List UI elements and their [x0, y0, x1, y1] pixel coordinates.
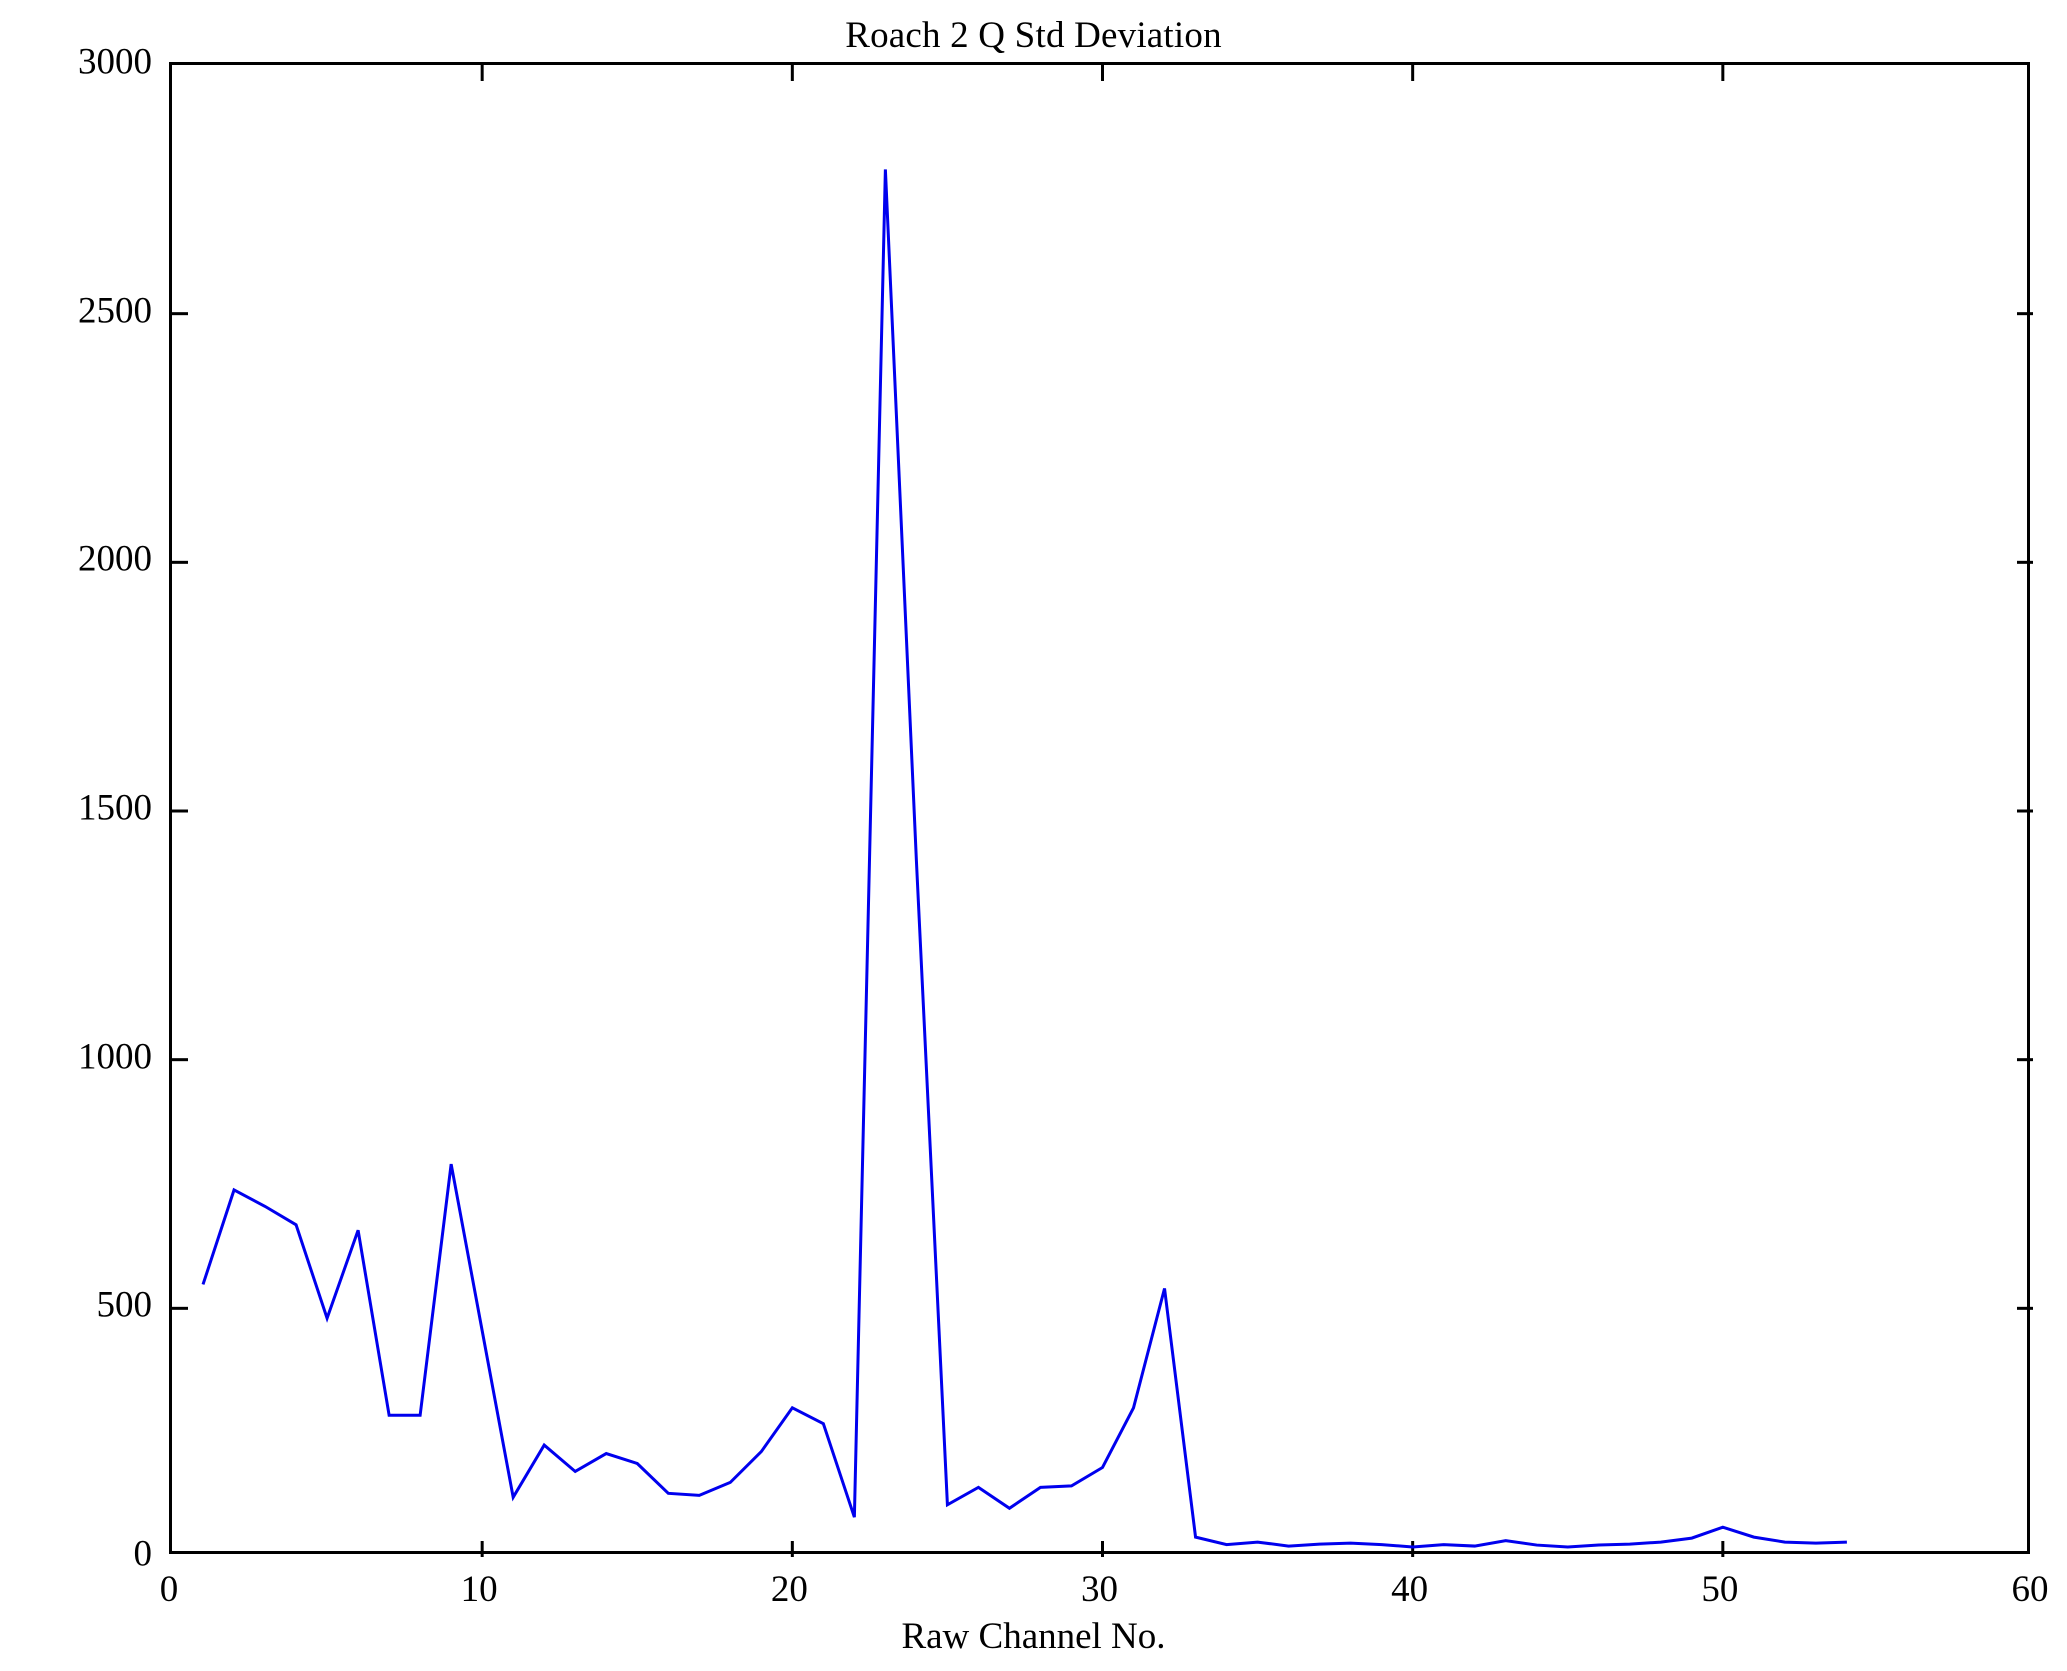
- chart-title: Roach 2 Q Std Deviation: [845, 15, 1222, 56]
- y-tick-label: 2500: [78, 290, 152, 332]
- y-axis-tick-labels: 0 500 1000 1500 2000 2500 3000: [0, 0, 152, 1671]
- x-axis-label: Raw Channel No.: [901, 1616, 1166, 1657]
- y-tick-label: 3000: [78, 41, 152, 83]
- y-tick-label: 2000: [78, 538, 152, 580]
- data-line-0: [201, 169, 1847, 1549]
- x-tick-label: 50: [1701, 1569, 1739, 1610]
- x-tick-label: 0: [159, 1569, 179, 1610]
- y-tick-label: 1000: [78, 1036, 152, 1078]
- y-tick-label: 500: [96, 1284, 153, 1326]
- x-tick-label: 20: [770, 1569, 808, 1610]
- y-tick-label: 1500: [78, 787, 152, 829]
- x-tick-label: 60: [2011, 1569, 2049, 1610]
- x-tick-label: 10: [460, 1569, 498, 1610]
- axis-ticks: [172, 65, 2033, 1557]
- data-series-group: [201, 169, 1847, 1549]
- plot-svg: [172, 65, 2033, 1557]
- y-tick-label: 0: [133, 1533, 153, 1575]
- x-tick-label: 40: [1391, 1569, 1429, 1610]
- plot-area: [169, 62, 2033, 1557]
- x-tick-label: 30: [1081, 1569, 1118, 1610]
